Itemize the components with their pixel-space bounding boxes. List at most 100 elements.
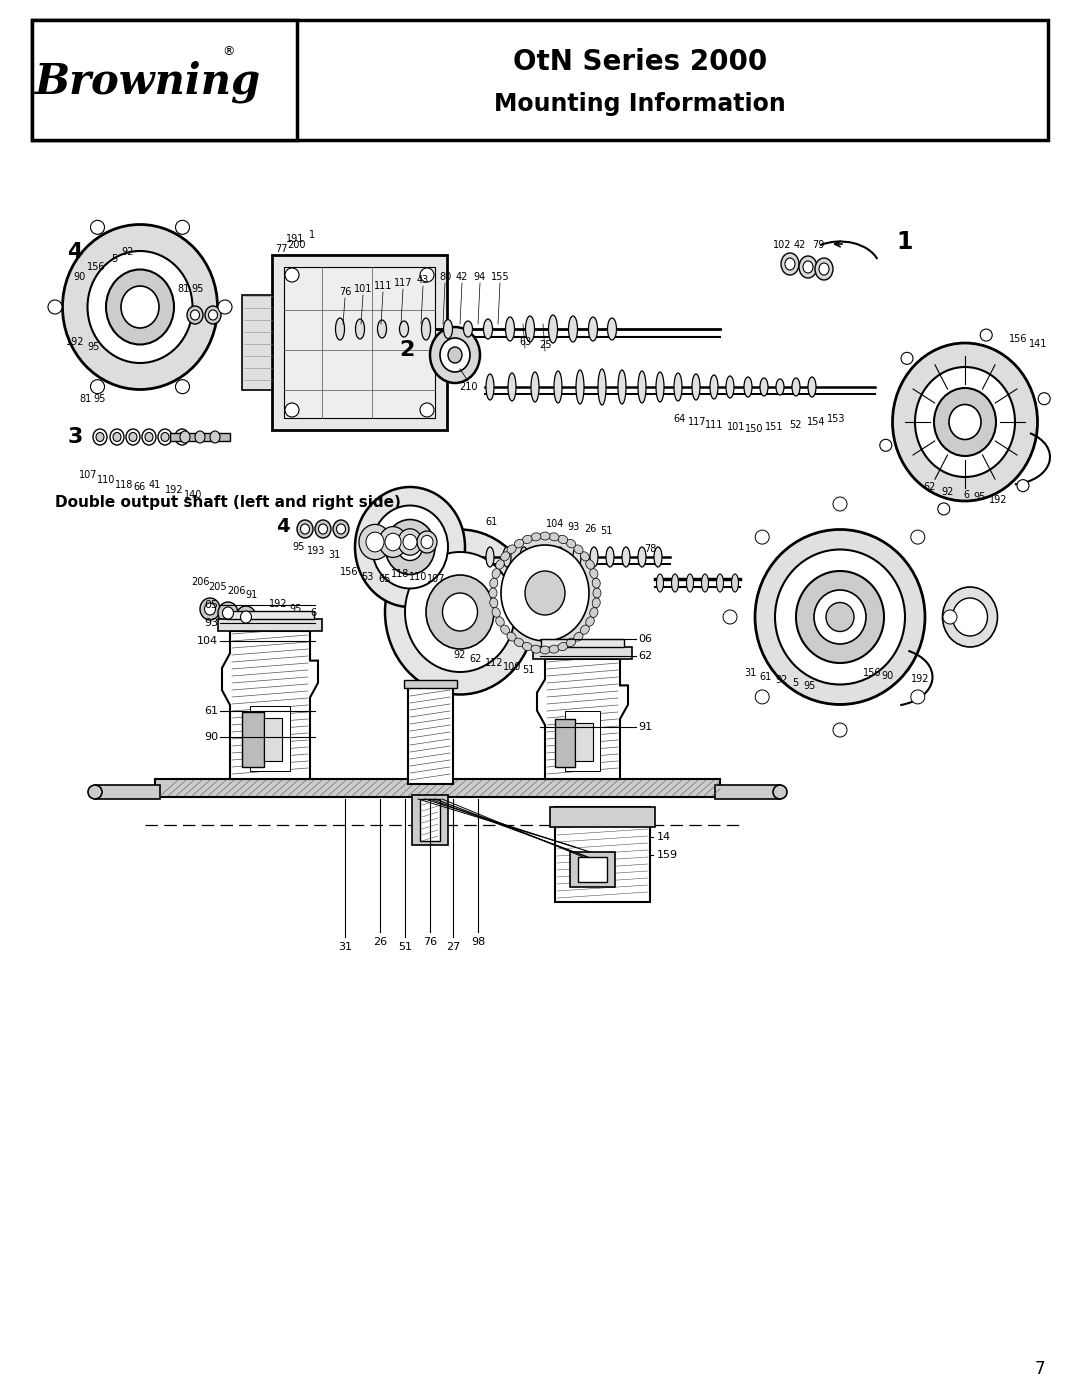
Text: 95: 95	[87, 342, 100, 352]
Ellipse shape	[87, 785, 102, 799]
Ellipse shape	[590, 548, 598, 567]
Text: 26: 26	[373, 937, 387, 947]
Ellipse shape	[121, 286, 159, 328]
Ellipse shape	[525, 571, 565, 615]
Text: 118: 118	[391, 569, 409, 578]
Ellipse shape	[531, 372, 539, 402]
Text: 107: 107	[427, 574, 445, 584]
Text: 156: 156	[86, 263, 105, 272]
Ellipse shape	[654, 548, 662, 567]
Text: 104: 104	[545, 520, 564, 529]
Ellipse shape	[492, 535, 597, 651]
Text: 95: 95	[289, 604, 302, 615]
Text: 6: 6	[310, 608, 316, 617]
Ellipse shape	[702, 574, 708, 592]
Ellipse shape	[808, 377, 816, 397]
Ellipse shape	[463, 321, 473, 337]
Circle shape	[880, 439, 892, 451]
Ellipse shape	[538, 548, 546, 567]
Text: 81: 81	[177, 284, 189, 293]
Text: 192: 192	[269, 599, 287, 609]
Circle shape	[218, 300, 232, 314]
Text: 153: 153	[827, 414, 846, 425]
Ellipse shape	[514, 638, 524, 647]
Ellipse shape	[804, 261, 813, 272]
Bar	[555, 719, 575, 767]
Ellipse shape	[93, 429, 107, 446]
Text: 110: 110	[97, 475, 116, 485]
Text: Browning: Browning	[35, 60, 261, 103]
Circle shape	[175, 221, 189, 235]
Ellipse shape	[145, 433, 153, 441]
Text: 206: 206	[191, 577, 210, 587]
Text: 51: 51	[399, 942, 411, 951]
Text: 155: 155	[490, 272, 510, 282]
Text: 62: 62	[923, 482, 936, 492]
Text: 95: 95	[974, 492, 986, 502]
Bar	[420, 799, 440, 841]
Text: 64: 64	[674, 414, 686, 425]
Ellipse shape	[593, 588, 600, 598]
Circle shape	[420, 268, 434, 282]
Ellipse shape	[638, 372, 646, 402]
Text: 102: 102	[773, 240, 792, 250]
Text: 53: 53	[361, 571, 374, 583]
Circle shape	[91, 380, 105, 394]
Text: 62: 62	[638, 651, 652, 661]
Ellipse shape	[514, 539, 524, 548]
Ellipse shape	[638, 548, 646, 567]
Ellipse shape	[949, 405, 981, 440]
Text: 156: 156	[340, 567, 359, 577]
Ellipse shape	[355, 488, 465, 608]
Bar	[218, 619, 322, 631]
Circle shape	[937, 503, 949, 515]
Text: 192: 192	[165, 485, 184, 495]
Bar	[404, 680, 457, 687]
Ellipse shape	[501, 545, 589, 641]
Circle shape	[910, 690, 924, 704]
Text: 193: 193	[307, 546, 325, 556]
Text: 107: 107	[79, 469, 97, 481]
Ellipse shape	[484, 319, 492, 339]
Ellipse shape	[781, 253, 799, 275]
Text: 111: 111	[705, 420, 724, 430]
Ellipse shape	[915, 367, 1015, 476]
Ellipse shape	[716, 574, 724, 592]
Text: 104: 104	[197, 636, 218, 645]
Text: 78: 78	[644, 543, 657, 555]
Ellipse shape	[592, 598, 600, 608]
Text: 61: 61	[760, 672, 772, 682]
Polygon shape	[222, 631, 318, 780]
Bar	[575, 724, 593, 761]
Text: Double output shaft (left and right side): Double output shaft (left and right side…	[55, 495, 401, 510]
Ellipse shape	[195, 432, 205, 443]
Ellipse shape	[726, 376, 734, 398]
Ellipse shape	[397, 534, 422, 560]
Ellipse shape	[773, 785, 787, 799]
Ellipse shape	[814, 590, 866, 644]
Bar	[411, 795, 448, 845]
Circle shape	[723, 610, 737, 624]
Ellipse shape	[573, 545, 583, 553]
Text: 95: 95	[94, 394, 106, 404]
Ellipse shape	[399, 529, 422, 555]
Text: 76: 76	[423, 937, 437, 947]
Text: 95: 95	[804, 680, 816, 692]
Text: 101: 101	[354, 284, 373, 293]
Ellipse shape	[297, 520, 313, 538]
Text: 111: 111	[374, 281, 392, 291]
Text: 62: 62	[470, 654, 482, 664]
Ellipse shape	[731, 574, 739, 592]
Ellipse shape	[672, 574, 678, 592]
Ellipse shape	[507, 545, 516, 553]
Text: 4: 4	[67, 242, 83, 263]
Ellipse shape	[589, 317, 597, 341]
Text: 5: 5	[111, 254, 117, 264]
Bar	[242, 295, 272, 390]
Ellipse shape	[953, 598, 987, 636]
Ellipse shape	[580, 552, 590, 562]
Bar	[170, 433, 230, 441]
Ellipse shape	[519, 548, 528, 567]
Text: 92: 92	[775, 675, 788, 685]
Text: 192: 192	[910, 673, 929, 685]
